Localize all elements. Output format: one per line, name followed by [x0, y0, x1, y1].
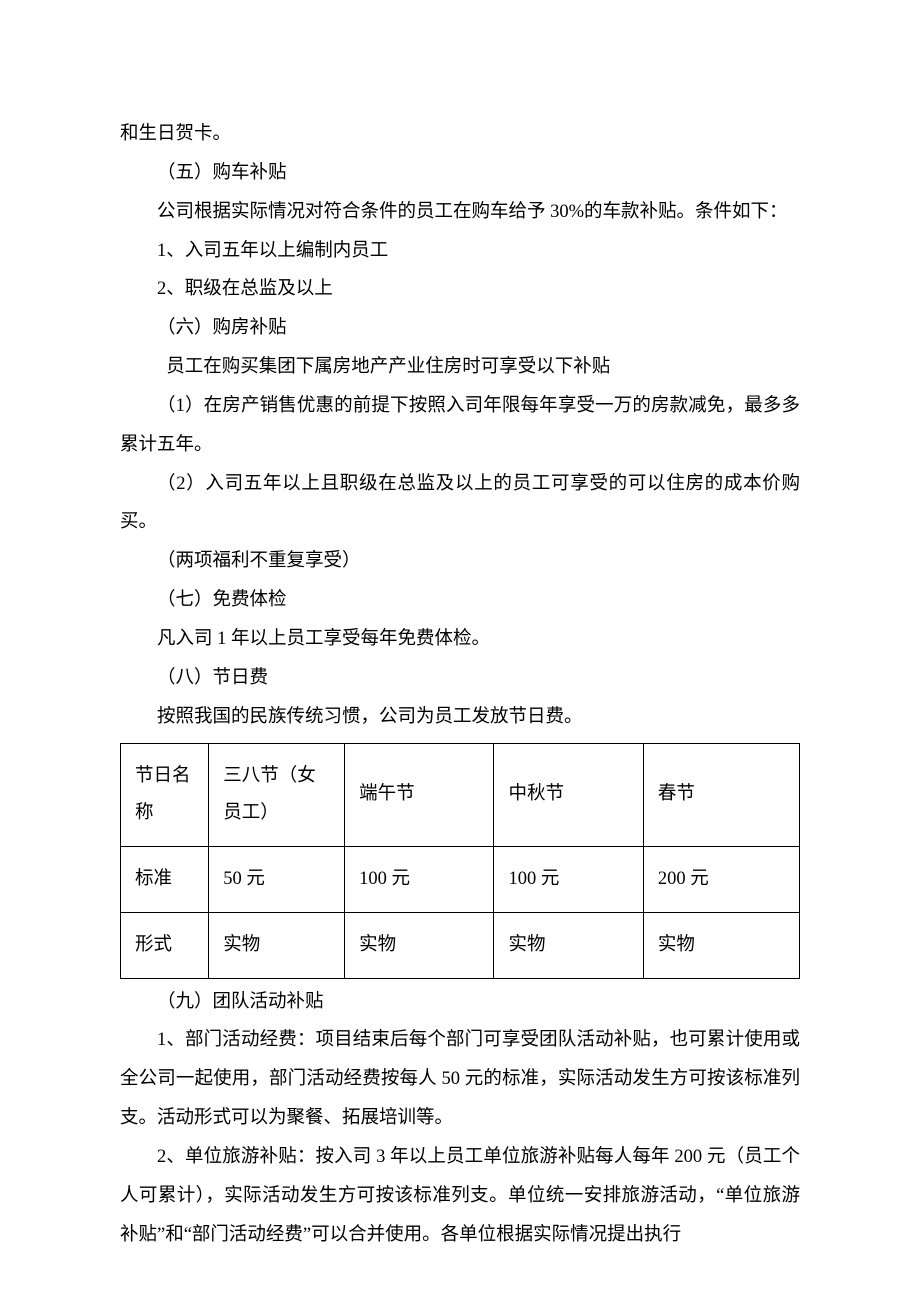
para-birthday-card: 和生日贺卡。: [120, 115, 800, 154]
table-cell: 春节: [643, 743, 799, 846]
heading-team-activity: （九）团队活动补贴: [120, 983, 800, 1022]
table-cell: 实物: [345, 912, 494, 978]
table-cell: 标准: [121, 846, 209, 912]
table-cell: 端午节: [345, 743, 494, 846]
heading-holiday-fee: （八）节日费: [120, 659, 800, 698]
heading-free-checkup: （七）免费体检: [120, 581, 800, 620]
table-cell: 形式: [121, 912, 209, 978]
para-house-note: （两项福利不重复享受）: [120, 542, 800, 581]
table-cell: 节日名称: [121, 743, 209, 846]
para-car-cond-2: 2、职级在总监及以上: [120, 270, 800, 309]
table-row: 标准 50 元 100 元 100 元 200 元: [121, 846, 800, 912]
para-free-checkup-desc: 凡入司 1 年以上员工享受每年免费体检。: [120, 620, 800, 659]
table-cell: 实物: [209, 912, 345, 978]
para-holiday-fee-desc: 按照我国的民族传统习惯，公司为员工发放节日费。: [120, 698, 800, 737]
para-house-item-2: （2）入司五年以上且职级在总监及以上的员工可享受的可以住房的成本价购买。: [120, 465, 800, 543]
table-row: 节日名称 三八节（女员工） 端午节 中秋节 春节: [121, 743, 800, 846]
table-cell: 中秋节: [494, 743, 643, 846]
table-cell: 100 元: [345, 846, 494, 912]
para-team-travel-subsidy: 2、单位旅游补贴：按入司 3 年以上员工单位旅游补贴每人每年 200 元（员工个…: [120, 1138, 800, 1255]
holiday-fee-table: 节日名称 三八节（女员工） 端午节 中秋节 春节 标准 50 元 100 元 1…: [120, 743, 800, 979]
table-cell: 实物: [494, 912, 643, 978]
para-car-cond-1: 1、入司五年以上编制内员工: [120, 232, 800, 271]
para-house-item-1: （1）在房产销售优惠的前提下按照入司年限每年享受一万的房款减免，最多多累计五年。: [120, 387, 800, 465]
table-cell: 实物: [643, 912, 799, 978]
table-cell: 三八节（女员工）: [209, 743, 345, 846]
heading-car-subsidy: （五）购车补贴: [120, 154, 800, 193]
table-cell: 50 元: [209, 846, 345, 912]
para-house-subsidy-desc: 员工在购买集团下属房地产产业住房时可享受以下补贴: [120, 348, 800, 387]
table-row: 形式 实物 实物 实物 实物: [121, 912, 800, 978]
para-car-subsidy-desc: 公司根据实际情况对符合条件的员工在购车给予 30%的车款补贴。条件如下：: [120, 193, 800, 232]
table-cell: 200 元: [643, 846, 799, 912]
heading-house-subsidy: （六）购房补贴: [120, 309, 800, 348]
para-team-dept-fund: 1、部门活动经费：项目结束后每个部门可享受团队活动补贴，也可累计使用或全公司一起…: [120, 1021, 800, 1138]
table-cell: 100 元: [494, 846, 643, 912]
